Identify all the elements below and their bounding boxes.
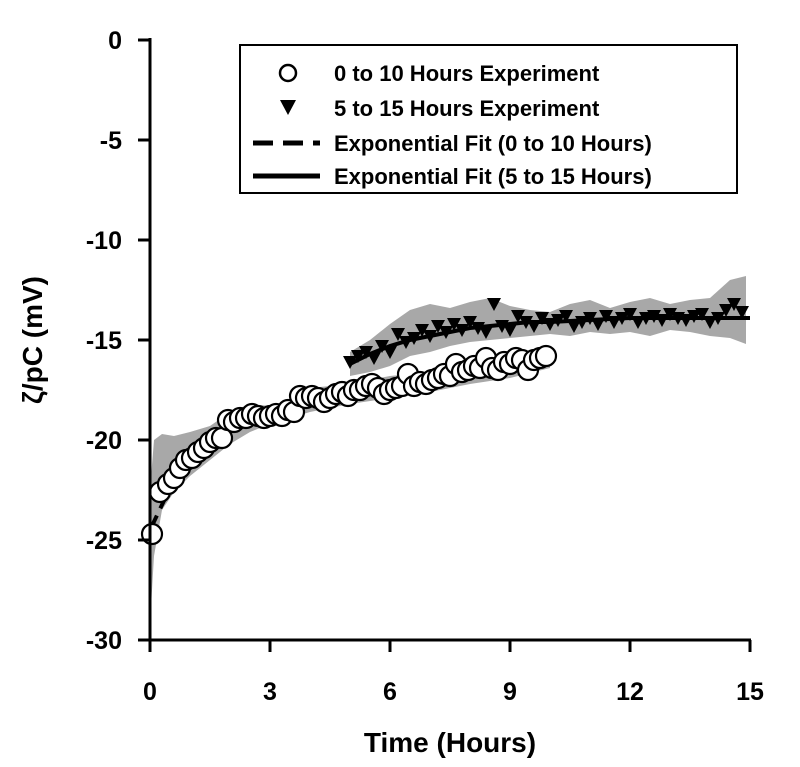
x-tick-label: 9 xyxy=(503,678,517,706)
data-point-triangle xyxy=(471,322,485,335)
data-point-triangle xyxy=(367,352,381,365)
data-point-triangle xyxy=(591,318,605,331)
data-point-triangle xyxy=(447,318,461,331)
data-point-triangle xyxy=(503,324,517,337)
x-tick-label: 6 xyxy=(383,678,397,706)
x-tick-label: 12 xyxy=(616,678,644,706)
y-tick-label: -15 xyxy=(86,327,122,355)
data-point-triangle xyxy=(511,310,525,323)
x-tick-label: 0 xyxy=(143,678,157,706)
data-point-triangle xyxy=(711,312,725,325)
data-point-triangle xyxy=(695,308,709,321)
legend-label-fit-5-to-15: Exponential Fit (5 to 15 Hours) xyxy=(334,164,652,189)
data-point-triangle xyxy=(439,326,453,339)
data-point-triangle xyxy=(343,356,357,369)
data-point-triangle xyxy=(575,316,589,329)
data-point-triangle xyxy=(687,310,701,323)
data-point-triangle xyxy=(415,324,429,337)
data-point-triangle xyxy=(455,324,469,337)
data-point-triangle xyxy=(479,326,493,339)
data-point-triangle xyxy=(407,332,421,345)
y-tick-label: -10 xyxy=(86,227,122,255)
data-point-triangle xyxy=(375,340,389,353)
data-point-triangle xyxy=(647,310,661,323)
data-point-triangle xyxy=(351,350,365,363)
data-point-triangle xyxy=(583,312,597,325)
data-point-triangle xyxy=(727,298,741,311)
data-point-triangle xyxy=(535,312,549,325)
y-tick-label: -5 xyxy=(100,127,122,155)
data-point-triangle xyxy=(543,318,557,331)
data-point-triangle xyxy=(631,316,645,329)
legend-triangle-marker xyxy=(280,100,296,115)
data-point-triangle xyxy=(487,298,501,311)
data-point-triangle xyxy=(559,310,573,323)
data-point-triangle xyxy=(719,304,733,317)
data-point-triangle xyxy=(423,330,437,343)
data-point-triangle xyxy=(391,328,405,341)
y-tick-label: -20 xyxy=(86,427,122,455)
legend: 0 to 10 Hours Experiment 5 to 15 Hours E… xyxy=(239,44,738,194)
legend-box xyxy=(239,44,738,194)
data-point-triangle xyxy=(663,308,677,321)
legend-circle-marker xyxy=(278,63,298,83)
data-point-triangle xyxy=(551,314,565,327)
y-axis-title: ζ/pC (mV) xyxy=(17,276,48,404)
data-point-triangle xyxy=(431,320,445,333)
x-axis-title: Time (Hours) xyxy=(364,727,536,758)
data-point-triangle xyxy=(639,312,653,325)
data-point-triangle xyxy=(567,320,581,333)
data-point-triangle xyxy=(463,316,477,329)
y-tick-label: -30 xyxy=(86,627,122,655)
data-point-triangle xyxy=(495,320,509,333)
data-point-triangle xyxy=(615,312,629,325)
legend-label-0-to-10-experiment: 0 to 10 Hours Experiment xyxy=(334,61,600,86)
tick-marks: 0 3 6 9 12 15 0 -5 -10 -15 -20 -25 -30 xyxy=(86,27,764,706)
data-point-circle xyxy=(534,344,558,368)
data-points xyxy=(140,298,749,546)
data-point-triangle xyxy=(655,314,669,327)
data-point-triangle xyxy=(607,316,621,329)
data-point-triangle xyxy=(359,346,373,359)
y-tick-label: 0 xyxy=(108,27,122,55)
x-tick-label: 15 xyxy=(736,678,764,706)
data-point-triangle xyxy=(383,346,397,359)
data-point-triangle xyxy=(735,306,749,319)
data-point-triangle xyxy=(599,310,613,323)
data-point-triangle xyxy=(519,316,533,329)
data-point-triangle xyxy=(623,308,637,321)
y-tick-label: -25 xyxy=(86,527,122,555)
data-point-triangle xyxy=(703,316,717,329)
data-point-triangle xyxy=(679,314,693,327)
x-tick-label: 3 xyxy=(263,678,277,706)
legend-label-5-to-15-experiment: 5 to 15 Hours Experiment xyxy=(334,96,600,121)
data-point-triangle xyxy=(399,336,413,349)
data-point-triangle xyxy=(527,320,541,333)
legend-label-fit-0-to-10: Exponential Fit (0 to 10 Hours) xyxy=(334,131,652,156)
